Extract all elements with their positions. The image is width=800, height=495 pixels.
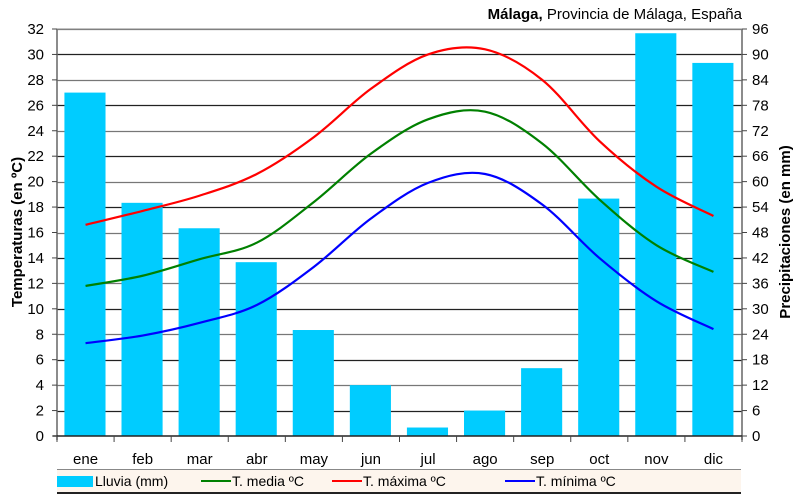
y-tick-label-left: 8 [36,326,44,343]
chart-title-region: Provincia de Málaga, España [542,6,742,23]
green-line-icon [201,480,231,482]
x-tick-label: feb [132,451,153,468]
x-tick-label: ene [73,451,98,468]
y-tick-label-left: 24 [27,123,44,140]
rain-bar [464,410,506,436]
rain-bar [521,368,563,436]
x-tick-label: sep [530,451,554,468]
y-tick-label-right: 30 [752,301,769,318]
x-tick-label: may [300,451,329,468]
legend-label-max: T. máxima ºC [363,473,446,489]
rain-bar [121,202,163,436]
line-t-m-xima-c [85,46,714,226]
x-tick-label: jun [360,451,381,468]
legend-item-mean: T. media ºC [201,473,304,489]
y-tick-label-left: 12 [27,275,44,292]
temperature-lines [85,46,714,345]
y-tick-label-left: 32 [27,21,44,38]
y-tick-label-right: 60 [752,174,769,191]
line-t-media-c [85,109,714,288]
y-tick-label-right: 6 [752,403,760,420]
y-tick-label-left: 28 [27,72,44,89]
chart-title: Málaga, Provincia de Málaga, España [488,6,742,23]
y-tick-label-right: 18 [752,352,769,369]
rain-bar [235,262,277,436]
y-tick-label-right: 84 [752,72,769,89]
y-tick-label-left: 22 [27,148,44,165]
rain-bar [292,330,334,436]
y-tick-label-left: 0 [36,428,44,445]
line-t-m-nima-c [85,171,714,345]
y-tick-label-right: 66 [752,148,769,165]
rain-bar [692,62,734,437]
rain-bars [64,33,734,437]
legend-label-mean: T. media ºC [232,473,305,489]
y-tick-label-left: 18 [27,199,44,216]
x-tick-label: ago [473,451,498,468]
legend-item-rain: Lluvia (mm) [57,473,168,489]
y-tick-label-right: 42 [752,250,769,267]
rain-bar [406,427,449,436]
legend-label-min: T. mínima ºC [536,473,616,489]
rain-bar [349,385,391,436]
y-tick-label-right: 54 [752,199,769,216]
y-tick-label-right: 0 [752,428,760,445]
y-tick-label-right: 72 [752,123,769,140]
legend-item-min: T. mínima ºC [505,473,616,489]
tick-labels: 0246810121416182022242628303206121824303… [27,21,768,468]
y-tick-label-left: 26 [27,97,44,114]
red-line-icon [332,480,362,482]
axes [52,28,747,442]
y-axis-label-left: Temperaturas (en ºC) [9,157,26,307]
y-tick-label-right: 96 [752,21,769,38]
y-tick-label-right: 90 [752,46,769,63]
rain-bar [64,92,106,436]
y-tick-label-right: 12 [752,377,769,394]
y-tick-label-left: 20 [27,174,44,191]
y-tick-label-left: 10 [27,301,44,318]
gridlines [57,28,742,413]
y-tick-label-left: 4 [36,377,44,394]
x-tick-label: dic [704,451,724,468]
legend-item-max: T. máxima ºC [332,473,446,489]
x-tick-label: oct [589,451,610,468]
rain-swatch-icon [57,475,93,487]
y-tick-label-right: 36 [752,275,769,292]
x-tick-label: nov [644,451,669,468]
blue-line-icon [505,480,535,482]
legend-label-rain: Lluvia (mm) [95,473,169,489]
y-tick-label-left: 30 [27,46,44,63]
y-tick-label-right: 78 [752,97,769,114]
y-tick-label-right: 48 [752,225,769,242]
y-tick-label-left: 14 [27,250,44,267]
rain-bar [578,198,620,436]
x-tick-label: mar [187,451,213,468]
y-tick-label-left: 16 [27,225,44,242]
x-tick-label: abr [246,451,268,468]
x-tick-label: jul [420,451,436,468]
y-axis-label-right: Precipitaciones (en mm) [777,145,794,318]
chart-title-city: Málaga, [487,6,543,23]
legend: Lluvia (mm) T. media ºC T. máxima ºC T. … [57,469,741,494]
y-tick-label-left: 6 [36,352,44,369]
y-tick-label-right: 24 [752,326,769,343]
y-tick-label-left: 2 [36,403,44,420]
